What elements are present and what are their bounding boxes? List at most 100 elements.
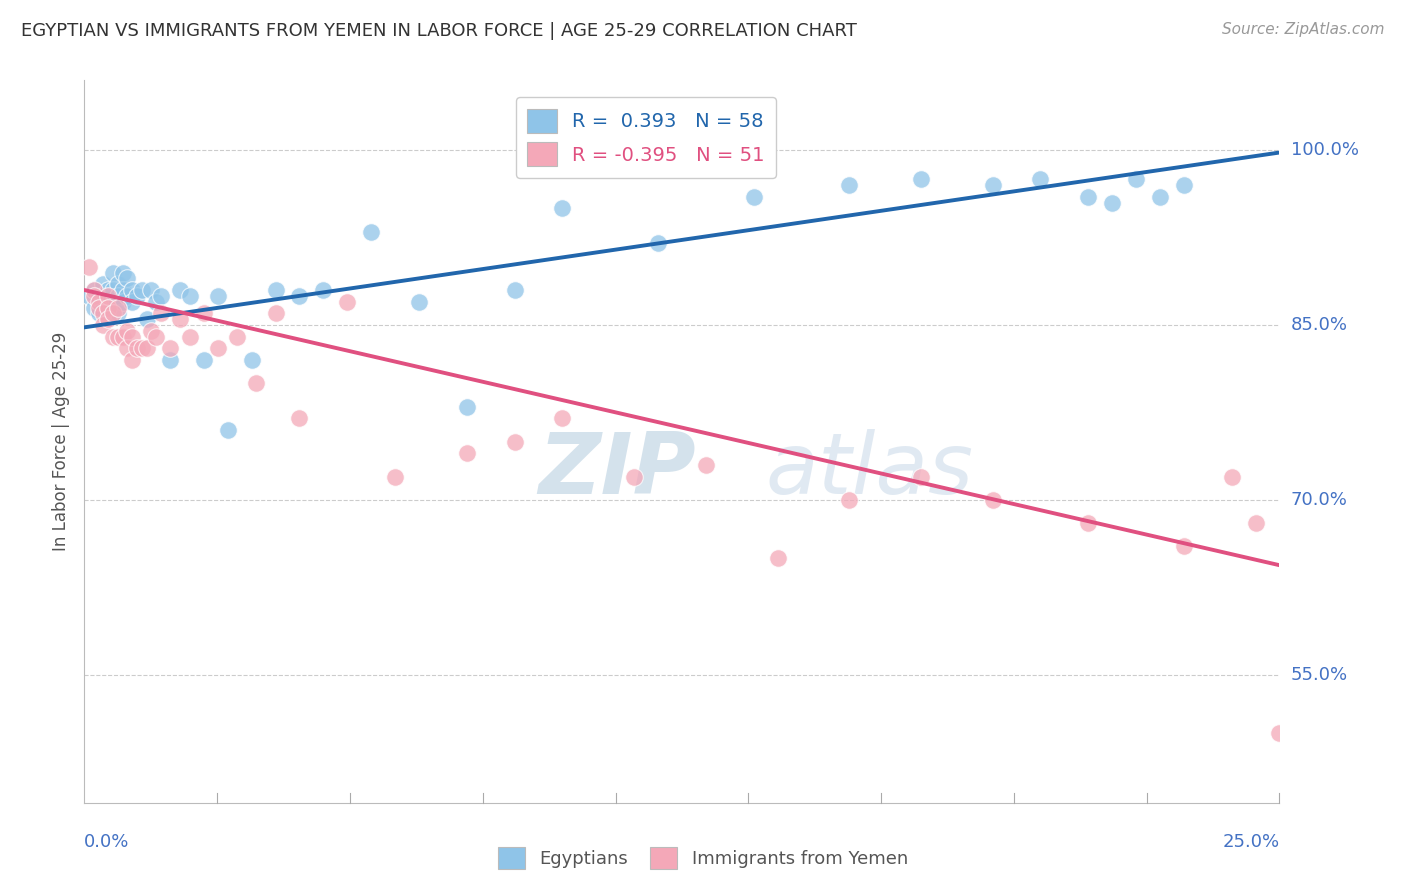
Text: EGYPTIAN VS IMMIGRANTS FROM YEMEN IN LABOR FORCE | AGE 25-29 CORRELATION CHART: EGYPTIAN VS IMMIGRANTS FROM YEMEN IN LAB… [21,22,858,40]
Point [145,294,167,309]
Text: 55.0%: 55.0% [1291,665,1348,683]
Point [456,400,478,414]
Point [121,353,143,368]
Point [117,324,139,338]
Point [87,294,110,309]
Point [121,329,143,343]
Point [97,301,120,315]
Text: 70.0%: 70.0% [1291,491,1347,508]
Point [111,266,134,280]
Point [910,172,932,186]
Point [1173,178,1195,193]
Point [1029,172,1052,186]
Point [551,411,574,425]
Point [695,458,717,472]
Point [117,341,139,355]
Point [101,329,124,343]
Point [97,283,120,297]
Point [1149,190,1171,204]
Point [503,283,526,297]
Point [87,306,110,320]
Point [1077,190,1099,204]
Point [107,306,129,320]
Point [240,353,263,368]
Point [131,283,153,297]
Point [131,341,153,355]
Point [111,283,134,297]
Point [647,236,669,251]
Point [125,289,148,303]
Point [77,289,100,303]
Point [107,289,129,303]
Text: Source: ZipAtlas.com: Source: ZipAtlas.com [1222,22,1385,37]
Point [384,469,406,483]
Point [97,294,120,309]
Text: 85.0%: 85.0% [1291,316,1347,334]
Point [97,312,120,326]
Point [121,283,143,297]
Point [159,353,181,368]
Point [125,341,148,355]
Point [141,324,163,338]
Point [264,306,287,320]
Point [87,301,110,315]
Point [93,306,115,320]
Point [107,329,129,343]
Point [360,225,382,239]
Text: ZIP: ZIP [538,429,696,512]
Point [87,289,110,303]
Point [169,312,191,326]
Point [1268,726,1291,740]
Point [179,289,201,303]
Point [141,283,163,297]
Point [83,283,105,297]
Point [101,283,124,297]
Point [551,202,574,216]
Point [1220,469,1243,483]
Point [503,434,526,449]
Point [193,306,215,320]
Point [83,301,105,315]
Point [838,492,860,507]
Legend: Egyptians, Immigrants from Yemen: Egyptians, Immigrants from Yemen [491,839,915,876]
Text: 0.0%: 0.0% [84,833,129,851]
Point [121,294,143,309]
Point [149,289,172,303]
Point [83,289,105,303]
Point [288,289,311,303]
Point [981,178,1004,193]
Point [77,260,100,274]
Point [169,283,191,297]
Point [456,446,478,460]
Point [1101,195,1123,210]
Point [1278,563,1301,577]
Point [408,294,430,309]
Point [145,329,167,343]
Point [1125,172,1147,186]
Point [742,190,765,204]
Point [245,376,267,391]
Point [101,266,124,280]
Point [93,277,115,292]
Point [107,277,129,292]
Point [1244,516,1267,530]
Point [97,312,120,326]
Point [288,411,311,425]
Point [93,294,115,309]
Text: 100.0%: 100.0% [1291,141,1358,159]
Point [101,294,124,309]
Point [111,329,134,343]
Text: atlas: atlas [766,429,973,512]
Point [207,341,229,355]
Point [97,289,120,303]
Point [207,289,229,303]
Point [838,178,860,193]
Point [135,312,157,326]
Point [312,283,335,297]
Point [910,469,932,483]
Legend: R =  0.393   N = 58, R = -0.395   N = 51: R = 0.393 N = 58, R = -0.395 N = 51 [516,97,776,178]
Point [1077,516,1099,530]
Point [981,492,1004,507]
Point [217,423,239,437]
Point [264,283,287,297]
